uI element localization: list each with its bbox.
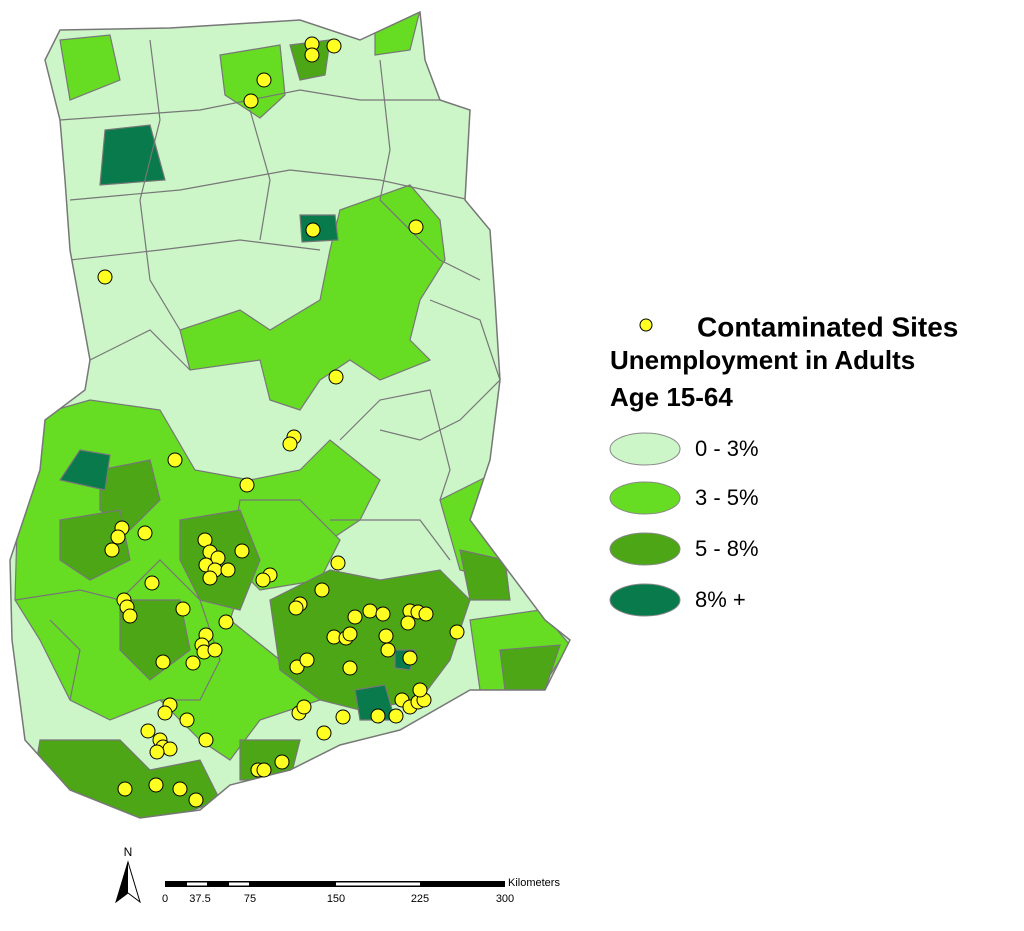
site-marker <box>299 652 315 668</box>
site-marker <box>155 654 171 670</box>
site-marker <box>314 582 330 598</box>
site-marker <box>274 754 290 770</box>
scale-label: 300 <box>496 893 514 905</box>
site-marker <box>175 601 191 617</box>
legend-sites-label: Contaminated Sites <box>697 311 958 342</box>
legend-class-label: 0 - 3% <box>695 436 759 461</box>
site-marker <box>335 709 351 725</box>
legend-title: Unemployment in Adults <box>610 345 915 375</box>
site-marker <box>202 570 218 586</box>
site-marker <box>162 741 178 757</box>
legend-swatch <box>609 532 681 566</box>
scale-label: 75 <box>244 893 256 905</box>
site-marker <box>304 47 320 63</box>
site-marker <box>375 606 391 622</box>
contaminated-sites <box>97 36 465 808</box>
site-marker <box>207 642 223 658</box>
site-marker <box>362 603 378 619</box>
site-marker <box>97 269 113 285</box>
site-marker <box>296 699 312 715</box>
site-marker <box>243 93 259 109</box>
legend-swatch <box>609 481 681 515</box>
district-borders <box>14 39 501 701</box>
site-marker <box>148 777 164 793</box>
legend-class-label: 5 - 8% <box>695 536 759 561</box>
site-marker <box>220 562 236 578</box>
site-marker <box>198 732 214 748</box>
scale-bar <box>165 881 505 887</box>
site-marker <box>347 609 363 625</box>
scale-label: 225 <box>411 893 429 905</box>
scale-label: 37.5 <box>189 893 210 905</box>
site-marker <box>288 600 304 616</box>
site-marker <box>402 650 418 666</box>
site-marker <box>282 436 298 452</box>
site-marker <box>149 744 165 760</box>
site-marker <box>316 725 332 741</box>
site-marker <box>167 452 183 468</box>
site-marker <box>400 615 416 631</box>
site-marker <box>234 543 250 559</box>
site-marker <box>326 38 342 54</box>
site-marker <box>370 708 386 724</box>
site-marker <box>305 222 321 238</box>
site-marker <box>449 624 465 640</box>
site-marker <box>256 72 272 88</box>
north-arrow-half <box>116 862 128 902</box>
site-marker <box>342 660 358 676</box>
site-marker <box>137 525 153 541</box>
site-marker <box>110 529 126 545</box>
legend-swatch <box>609 432 681 466</box>
site-marker <box>140 723 156 739</box>
north-label: N <box>124 845 133 859</box>
scale-unit: Kilometers <box>508 877 560 889</box>
site-marker <box>144 575 160 591</box>
site-marker <box>342 626 358 642</box>
site-marker <box>255 572 271 588</box>
site-marker <box>378 628 394 644</box>
site-marker <box>408 219 424 235</box>
site-marker <box>328 369 344 385</box>
site-marker <box>172 781 188 797</box>
legend-swatch <box>609 583 681 617</box>
scale-label: 150 <box>327 893 345 905</box>
site-marker <box>380 642 396 658</box>
legend-title: Age 15-64 <box>610 382 733 412</box>
site-marker <box>157 705 173 721</box>
scale-labels: 0 37.5 75 150 225 300 <box>162 893 514 905</box>
site-marker <box>256 762 272 778</box>
site-marker <box>330 555 346 571</box>
scale-label: 0 <box>162 893 168 905</box>
site-marker <box>388 708 404 724</box>
site-marker <box>412 682 428 698</box>
legend-site-symbol <box>639 318 653 332</box>
site-marker <box>218 614 234 630</box>
site-marker <box>104 542 120 558</box>
legend-class-label: 3 - 5% <box>695 485 759 510</box>
site-marker <box>117 781 133 797</box>
site-marker <box>239 477 255 493</box>
country-outline <box>9 10 571 819</box>
site-marker <box>122 608 138 624</box>
site-marker <box>188 792 204 808</box>
site-marker <box>418 606 434 622</box>
site-marker <box>179 712 195 728</box>
legend-class-label: 8% + <box>695 587 746 612</box>
site-marker <box>185 655 201 671</box>
